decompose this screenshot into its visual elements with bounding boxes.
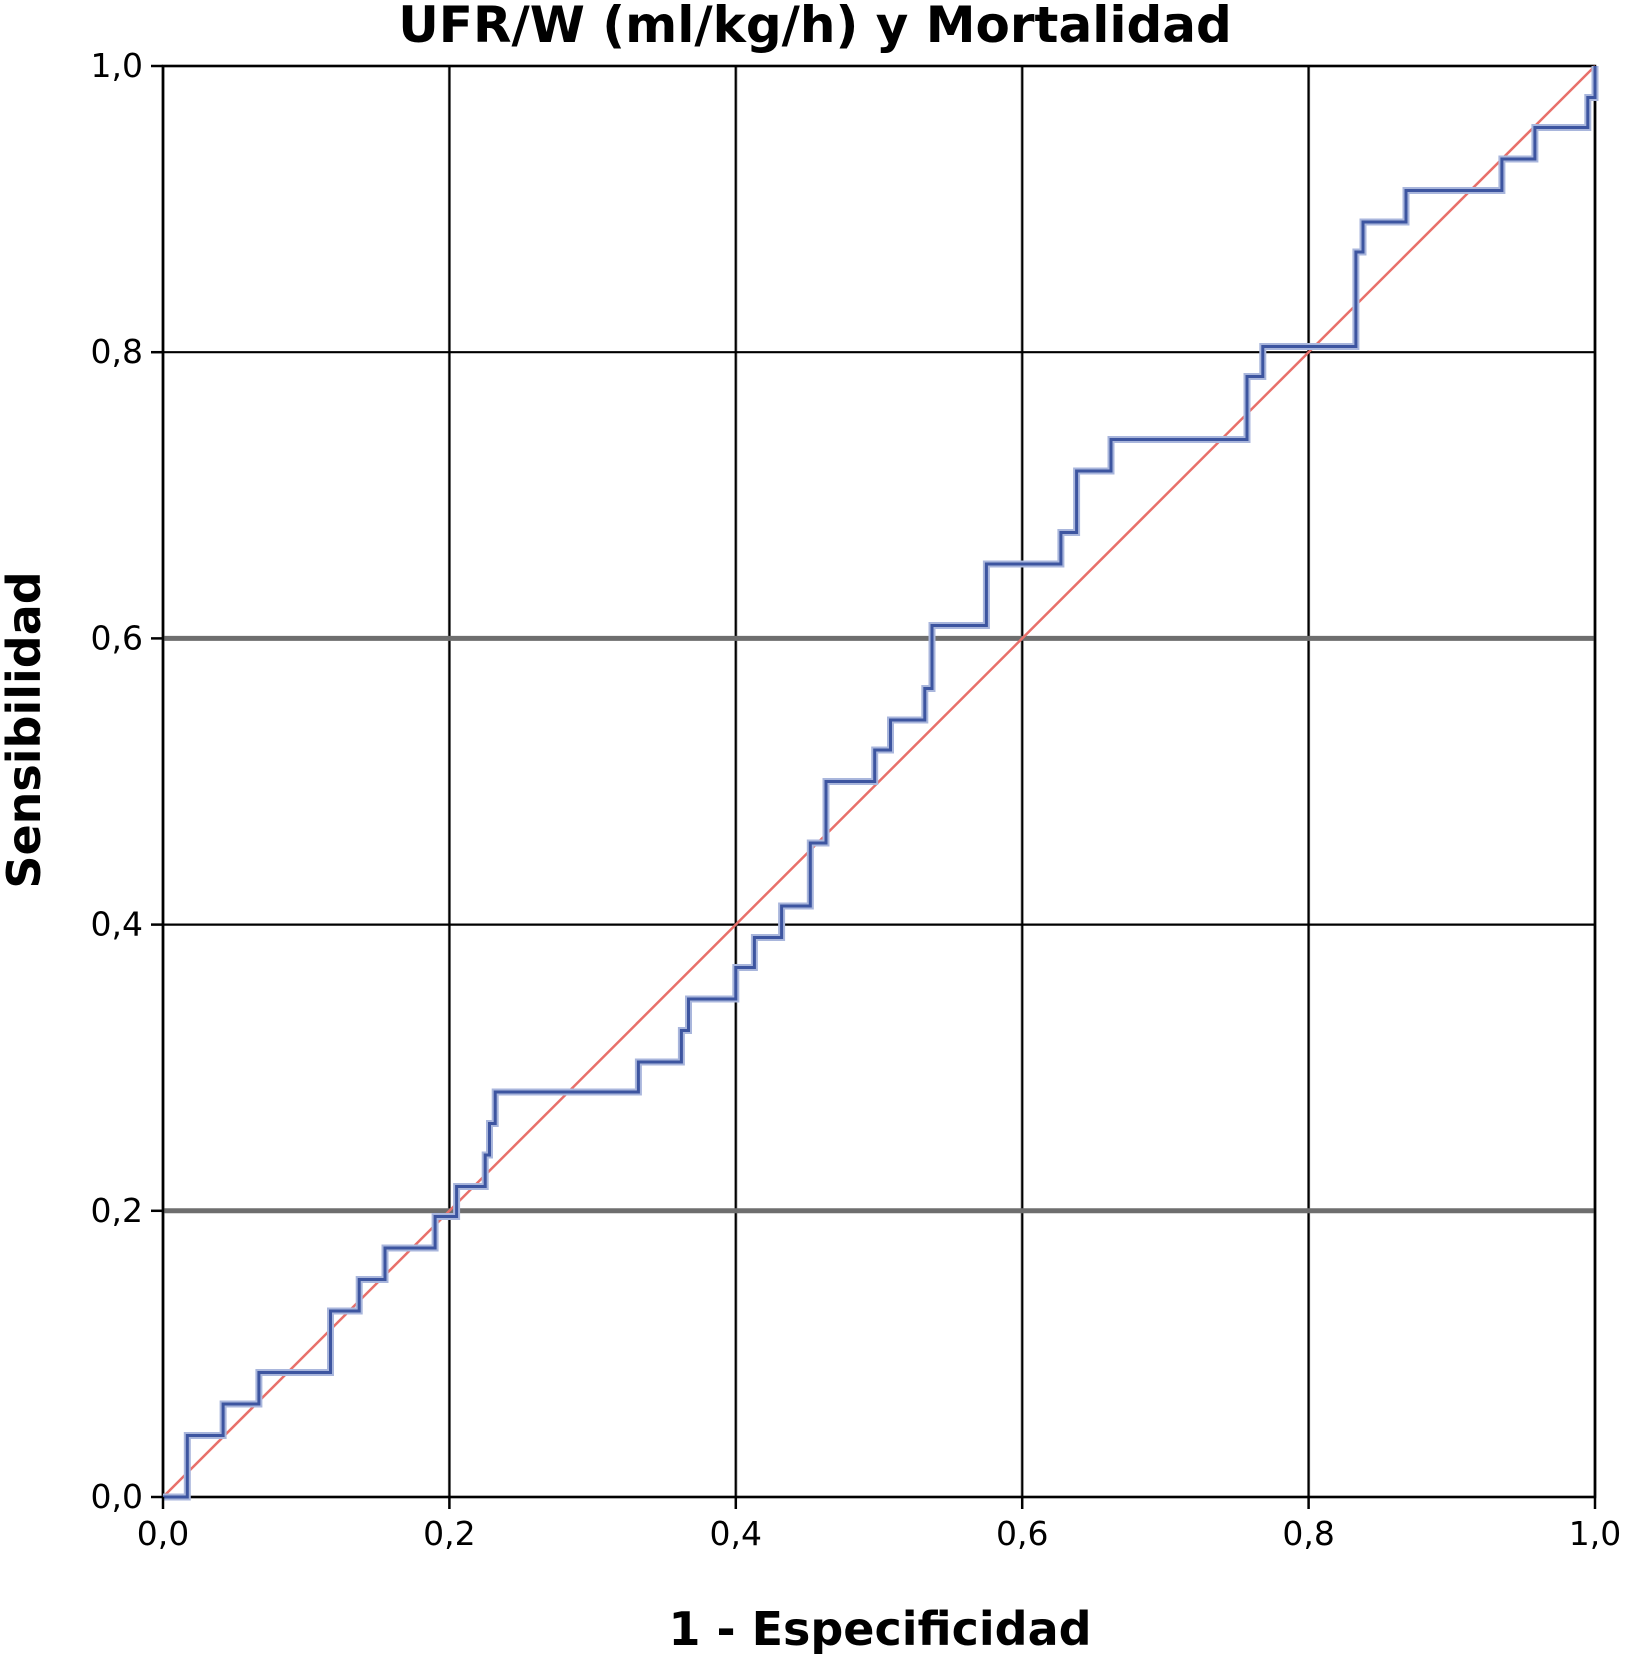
x-tick-label: 0,6 bbox=[996, 1514, 1048, 1553]
x-axis-label: 1 - Especificidad bbox=[668, 1602, 1091, 1654]
x-tick-label: 0,0 bbox=[137, 1514, 189, 1553]
roc-curve bbox=[163, 66, 1599, 1501]
y-tick-label: 0,2 bbox=[91, 1191, 143, 1230]
y-tick-label: 0,6 bbox=[91, 618, 143, 657]
y-tick-label: 0,8 bbox=[91, 332, 143, 371]
y-tick-label: 0,4 bbox=[91, 905, 143, 944]
roc-curve-line bbox=[163, 66, 1597, 1499]
x-tick-label: 1,0 bbox=[1569, 1514, 1621, 1553]
x-tick-label: 0,2 bbox=[423, 1514, 475, 1553]
x-tick-label: 0,8 bbox=[1282, 1514, 1334, 1553]
chart-title: UFR/W (ml/kg/h) y Mortalidad bbox=[398, 0, 1232, 54]
plot-frame bbox=[161, 64, 1597, 1499]
y-tick-label: 0,0 bbox=[91, 1477, 143, 1516]
x-tick-label: 0,4 bbox=[710, 1514, 762, 1553]
x-axis-ticks: 0,0 0,2 0,4 0,6 0,8 1,0 bbox=[137, 1497, 1621, 1553]
y-tick-label: 1,0 bbox=[91, 46, 143, 85]
y-axis-ticks: 0,0 0,2 0,4 0,6 0,8 1,0 bbox=[91, 46, 163, 1516]
y-axis-label: Sensibilidad bbox=[0, 571, 51, 888]
grid bbox=[161, 64, 1597, 1499]
